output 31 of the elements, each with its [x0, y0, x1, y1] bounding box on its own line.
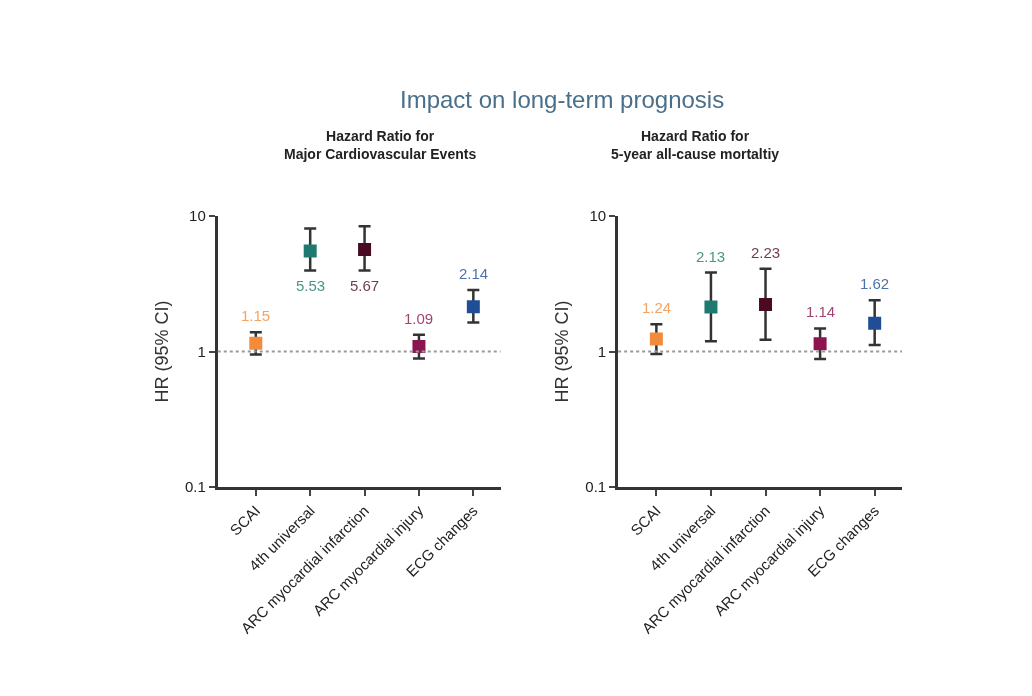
point: [813, 337, 827, 351]
data-label: 2.14: [459, 265, 489, 282]
y-tick-label: 1: [197, 342, 206, 360]
point: [249, 336, 263, 350]
chart-subtitle: Hazard Ratio for Major Cardiovascular Events: [284, 128, 477, 163]
data-label: 5.67: [350, 277, 380, 294]
y-tick-label: 1: [597, 342, 607, 360]
y-tick-label: 0.1: [184, 478, 206, 496]
point: [704, 300, 718, 314]
data-label: 1.24: [642, 299, 672, 316]
point: [358, 242, 372, 256]
point: [649, 332, 663, 346]
data-label: 2.13: [696, 248, 726, 265]
y-axis-title: HR (95% CI): [152, 300, 173, 403]
point: [868, 316, 882, 330]
chart-subtitle: Hazard Ratio for 5-year all-cause mortaltiy: [611, 128, 780, 163]
y-tick-label: 0.1: [585, 478, 607, 496]
data-label: 1.09: [404, 310, 434, 327]
text: Impact on long-term prognosis: [400, 86, 725, 113]
y-axis-title: HR (95% CI): [552, 300, 573, 403]
point: [412, 339, 426, 353]
point: [759, 297, 773, 311]
data-label: 1.15: [241, 307, 271, 324]
point: [466, 300, 480, 314]
point: [303, 244, 317, 258]
data-label: 2.23: [751, 244, 781, 261]
y-tick-label: 10: [189, 207, 206, 225]
data-label: 1.62: [860, 275, 890, 292]
data-label: 5.53: [296, 277, 326, 294]
data-label: 1.14: [806, 303, 836, 320]
y-tick-label: 10: [589, 207, 607, 225]
